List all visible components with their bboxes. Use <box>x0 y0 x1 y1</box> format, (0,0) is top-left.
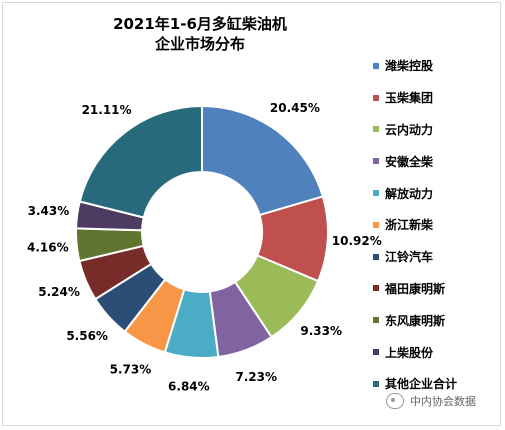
chart-title: 2021年1-6月多缸柴油机 企业市场分布 <box>0 14 400 54</box>
pie-slice-11 <box>78 104 203 219</box>
legend-swatch-7 <box>373 253 379 260</box>
legend-label-10: 上柴股份 <box>385 345 434 360</box>
legend-label-3: 云内动力 <box>385 122 434 137</box>
legend-item-11: 其他企业合计 <box>373 368 503 400</box>
legend-item-2: 玉柴集团 <box>373 82 503 114</box>
data-label-10: 3.43% <box>28 204 70 218</box>
watermark: 中内协会数据 <box>386 393 476 409</box>
chart-title-line-2: 企业市场分布 <box>154 35 245 53</box>
data-label-8: 5.24% <box>38 285 80 299</box>
legend-label-4: 安徽全柴 <box>385 154 434 169</box>
data-label-6: 5.73% <box>110 363 152 377</box>
legend-item-6: 浙江新柴 <box>373 209 503 241</box>
legend-swatch-8 <box>373 285 379 292</box>
wechat-icon <box>386 393 404 409</box>
legend-item-5: 解放动力 <box>373 177 503 209</box>
data-label-11: 21.11% <box>82 103 132 117</box>
legend-label-5: 解放动力 <box>385 186 434 201</box>
legend-label-7: 江铃汽车 <box>385 250 434 265</box>
chart-legend: 潍柴控股玉柴集团云内动力安徽全柴解放动力浙江新柴江铃汽车福田康明斯东风康明斯上柴… <box>373 50 503 400</box>
legend-item-7: 江铃汽车 <box>373 241 503 273</box>
legend-swatch-11 <box>373 380 379 387</box>
legend-swatch-4 <box>373 158 379 165</box>
legend-item-8: 福田康明斯 <box>373 273 503 305</box>
chart-frame <box>2 2 501 426</box>
data-label-9: 4.16% <box>27 241 69 255</box>
legend-swatch-3 <box>373 126 379 133</box>
legend-item-1: 潍柴控股 <box>373 50 503 82</box>
legend-label-2: 玉柴集团 <box>385 91 434 106</box>
legend-swatch-9 <box>373 317 379 324</box>
legend-item-9: 东风康明斯 <box>373 304 503 336</box>
data-label-5: 6.84% <box>168 379 210 393</box>
legend-label-6: 浙江新柴 <box>385 218 434 233</box>
legend-label-11: 其他企业合计 <box>385 377 458 392</box>
chart-title-line-1: 2021年1-6月多缸柴油机 <box>113 15 287 33</box>
legend-label-9: 东风康明斯 <box>385 313 446 328</box>
legend-item-4: 安徽全柴 <box>373 145 503 177</box>
legend-item-3: 云内动力 <box>373 114 503 146</box>
data-label-4: 7.23% <box>235 370 277 384</box>
data-label-3: 9.33% <box>300 324 342 338</box>
legend-swatch-10 <box>373 349 379 356</box>
legend-swatch-5 <box>373 190 379 197</box>
watermark-text: 中内协会数据 <box>410 395 476 408</box>
data-label-2: 10.92% <box>332 234 382 248</box>
legend-label-1: 潍柴控股 <box>385 59 434 74</box>
data-label-7: 5.56% <box>66 329 108 343</box>
legend-swatch-2 <box>373 94 379 101</box>
legend-item-10: 上柴股份 <box>373 336 503 368</box>
data-label-1: 20.45% <box>270 101 320 115</box>
legend-label-8: 福田康明斯 <box>385 281 446 296</box>
legend-swatch-6 <box>373 221 379 228</box>
pie-slice-1 <box>201 104 325 217</box>
legend-swatch-1 <box>373 62 379 69</box>
